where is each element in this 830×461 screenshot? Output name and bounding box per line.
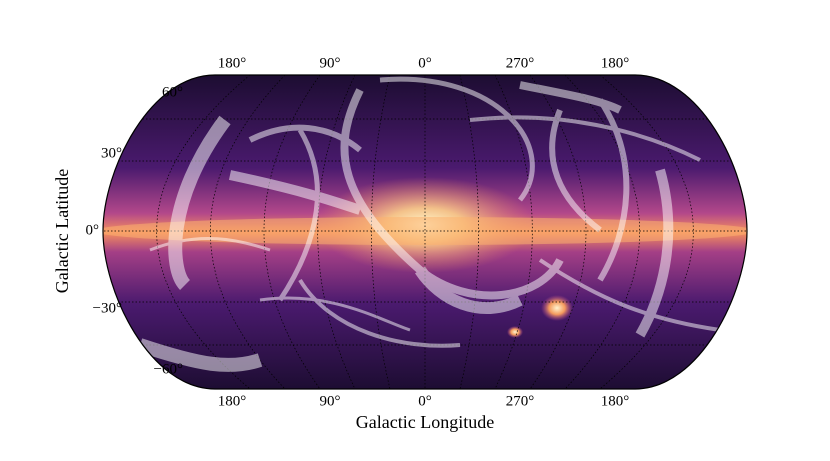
top-tick-label: 180° [601,55,630,71]
left-tick-label: 0° [86,222,100,238]
smc [507,326,523,338]
stream [277,128,320,302]
top-tick-label: 180° [218,55,247,71]
meridian [599,75,694,389]
left-tick-label: −30° [93,300,122,316]
meridian [156,75,251,389]
stream [538,258,721,332]
bottom-tick-label: 90° [320,393,341,409]
sky [103,75,747,389]
meridian [317,75,356,389]
stream [469,115,701,162]
bottom-tick-label: 270° [506,393,535,409]
top-tick-label: 0° [418,55,432,71]
left-tick-label: 60° [162,84,183,100]
stream [519,81,622,114]
stream [415,266,523,314]
stream [597,98,630,282]
stream [168,115,231,290]
meridian [459,75,480,389]
bottom-tick-label: 0° [418,393,432,409]
meridian [564,75,641,389]
y-axis-label: Galactic Latitude [52,169,72,293]
left-tick-label: −60° [154,361,183,377]
stream [635,168,674,338]
stream [228,170,362,215]
top-tick-label: 90° [320,55,341,71]
top-tick-label: 270° [506,55,535,71]
stream [248,124,362,153]
x-axis-label: Galactic Longitude [356,412,494,432]
left-tick-label: 30° [101,145,122,161]
axis-labels: Galactic Longitude Galactic Latitude 180… [52,55,629,432]
stream [137,338,263,372]
meridian [370,75,391,389]
meridian [209,75,286,389]
galactic-plane [103,217,747,245]
stream [549,108,602,233]
stream [149,236,271,252]
meridian [529,75,587,389]
bottom-tick-label: 180° [601,393,630,409]
graticule [103,75,747,389]
lmc [541,295,573,321]
stream [298,278,461,348]
meridian [494,75,533,389]
streams [137,76,721,372]
bottom-tick-label: 180° [218,393,247,409]
stream [340,88,564,300]
meridian [263,75,321,389]
